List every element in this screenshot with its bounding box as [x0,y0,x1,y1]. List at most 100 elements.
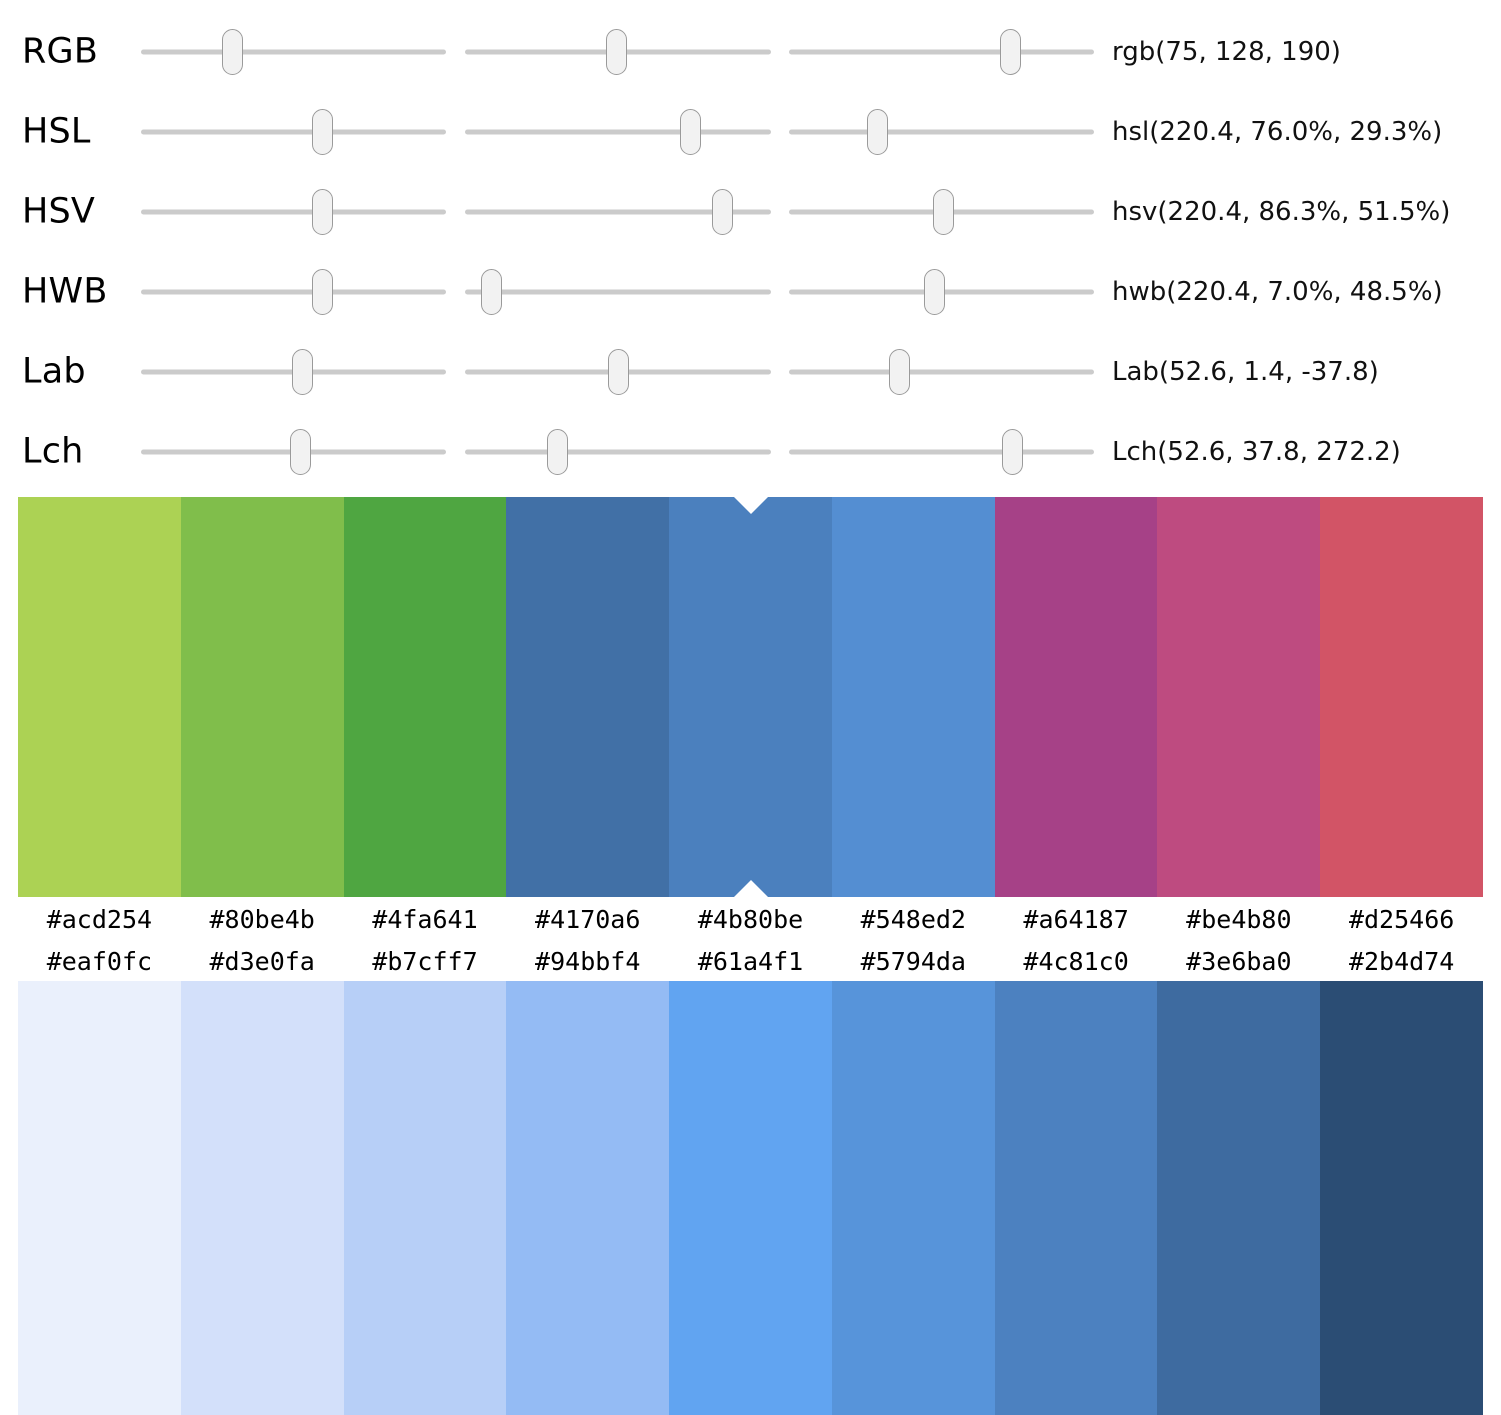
slider-track[interactable] [465,209,771,215]
slider-lab-lightness[interactable] [141,349,446,395]
color-space-label-hsl: HSL [22,111,91,152]
color-swatch[interactable] [1320,981,1484,1415]
slider-hwb-blackness[interactable] [789,269,1094,315]
color-value-text-hsl: hsl(220.4, 76.0%, 29.3%) [1112,117,1443,147]
slider-thumb-saturation[interactable] [712,189,734,235]
slider-hsl-hue[interactable] [141,109,446,155]
hex-label: #d3e0fa [209,946,315,976]
hex-label: #b7cff7 [372,946,478,976]
slider-rgb-red[interactable] [141,29,446,75]
slider-thumb-b-axis[interactable] [889,349,911,395]
color-value-text-rgb: rgb(75, 128, 190) [1112,37,1341,67]
hex-label: #eaf0fc [46,946,153,976]
color-swatch[interactable] [180,981,344,1415]
hex-label: #3e6ba0 [1186,946,1292,976]
slider-thumb-value[interactable] [933,189,955,235]
slider-rgb-blue[interactable] [789,29,1094,75]
hex-label: #94bbf4 [535,946,641,976]
color-swatch[interactable] [343,497,507,897]
hex-labels-top: #acd254 #80be4b #4fa641 #4170a6 #4b80be #548e… [18,897,1483,941]
slider-thumb-blackness[interactable] [924,269,946,315]
slider-track[interactable] [789,369,1094,375]
slider-row-hsl: HSL hsl(220.4, 76.0%, 29.3%) [0,92,1501,172]
hex-label: #be4b80 [1186,904,1292,934]
slider-track[interactable] [465,449,771,455]
slider-lch-chroma[interactable] [465,429,771,475]
hex-label: #a64187 [1023,904,1129,934]
color-swatch[interactable] [18,497,181,897]
slider-track[interactable] [141,289,446,295]
hex-label: #4fa641 [372,904,478,934]
slider-row-lab: Lab Lab(52.6, 1.4, -37.8) [0,332,1501,412]
slider-rgb-green[interactable] [465,29,771,75]
hex-label: #80be4b [209,904,315,934]
color-swatch[interactable] [994,981,1158,1415]
color-swatch[interactable] [180,497,344,897]
color-space-label-rgb: RGB [22,31,99,72]
slider-thumb-hue[interactable] [311,109,333,155]
slider-hwb-whiteness[interactable] [465,269,771,315]
slider-thumb-lightness[interactable] [290,429,311,475]
slider-lab-b-axis[interactable] [789,349,1094,395]
slider-row-hwb: HWB hwb(220.4, 7.0%, 48.5%) [0,252,1501,332]
color-space-slider-panel: RGB rgb(75, 128, 190) HSL hsl(220.4, 76.0%,… [0,0,1501,492]
slider-thumb-red[interactable] [221,29,243,75]
color-swatch[interactable] [1157,981,1321,1415]
palette-strip-bottom [18,981,1484,1415]
color-swatch[interactable] [1320,497,1484,897]
slider-track[interactable] [141,209,446,215]
slider-hsl-saturation[interactable] [465,109,771,155]
slider-thumb-a-axis[interactable] [608,349,630,395]
color-value-text-lch: Lch(52.6, 37.8, 272.2) [1112,437,1401,467]
color-swatch[interactable] [994,497,1158,897]
hex-label: #548ed2 [860,904,966,934]
color-swatch[interactable] [1157,497,1321,897]
slider-track[interactable] [141,49,446,55]
selected-swatch-marker-down [733,497,768,514]
slider-hwb-hue[interactable] [141,269,446,315]
slider-track[interactable] [789,449,1094,455]
color-swatch[interactable] [343,981,507,1415]
hex-label: #2b4d74 [1348,946,1455,976]
hex-label: #4b80be [697,904,804,934]
slider-thumb-chroma[interactable] [546,429,568,475]
slider-row-lch: Lch Lch(52.6, 37.8, 272.2) [0,412,1501,492]
slider-lch-hue[interactable] [789,429,1094,475]
color-value-text-hwb: hwb(220.4, 7.0%, 48.5%) [1112,277,1443,307]
slider-hsv-hue[interactable] [141,189,446,235]
slider-track[interactable] [789,49,1094,55]
slider-lab-a-axis[interactable] [465,349,771,395]
slider-lch-lightness[interactable] [141,429,446,475]
slider-thumb-hue[interactable] [311,189,333,235]
slider-row-hsv: HSV hsv(220.4, 86.3%, 51.5%) [0,172,1501,252]
color-swatch[interactable] [831,981,995,1415]
slider-track[interactable] [789,129,1094,135]
color-swatch[interactable] [18,981,181,1415]
slider-track[interactable] [141,129,446,135]
hex-label: #4170a6 [535,904,641,934]
color-swatch[interactable] [669,497,832,897]
hex-label: #4c81c0 [1023,946,1129,976]
color-swatch[interactable] [506,981,670,1415]
color-space-label-hwb: HWB [22,271,108,312]
slider-track[interactable] [465,289,771,295]
color-space-label-hsv: HSV [22,191,96,232]
color-swatch[interactable] [506,497,670,897]
color-value-text-lab: Lab(52.6, 1.4, -37.8) [1112,357,1379,387]
selected-swatch-marker-up [733,880,768,897]
color-swatch[interactable] [831,497,995,897]
slider-thumb-hue[interactable] [1001,429,1023,475]
slider-thumb-lightness[interactable] [291,349,313,395]
slider-hsv-saturation[interactable] [465,189,771,235]
slider-thumb-saturation[interactable] [680,109,702,155]
slider-hsv-value[interactable] [789,189,1094,235]
slider-hsl-lightness[interactable] [789,109,1094,155]
color-swatch[interactable] [669,981,832,1415]
slider-thumb-lightness[interactable] [866,109,888,155]
hex-label: #61a4f1 [697,946,804,976]
slider-thumb-whiteness[interactable] [480,269,502,315]
slider-track[interactable] [465,129,771,135]
slider-thumb-hue[interactable] [311,269,333,315]
slider-thumb-green[interactable] [605,29,627,75]
slider-thumb-blue[interactable] [999,29,1021,75]
